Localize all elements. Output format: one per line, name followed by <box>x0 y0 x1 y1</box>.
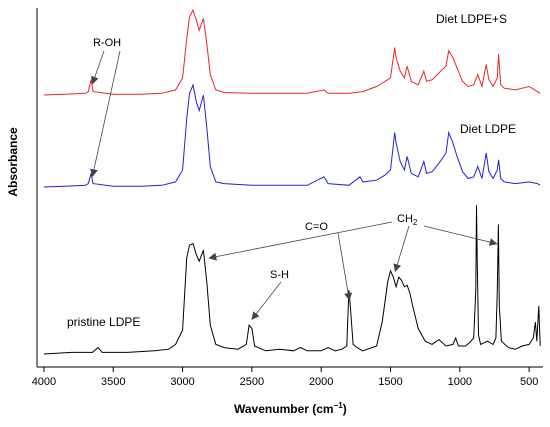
annotation-label-s-h: S-H <box>270 269 289 281</box>
arrow-ch2-720 <box>423 225 498 246</box>
arrow-ch2-1480 <box>393 225 410 273</box>
series-line-diet-ldpe <box>43 83 541 188</box>
series-label-diet-ldpe: Diet LDPE <box>460 122 516 136</box>
arrow-s-h <box>251 281 282 320</box>
x-tick-label: 500 <box>520 376 538 388</box>
series-label-diet-ldpe-s: Diet LDPE+S <box>436 12 507 26</box>
x-tick-label: 1000 <box>448 376 472 388</box>
arrow-r-oh-diet-ldpe-s <box>91 50 105 85</box>
x-tick-label: 2000 <box>309 376 333 388</box>
arrow-ch2-2850 <box>208 221 393 261</box>
arrow-r-oh-diet-ldpe <box>90 50 121 178</box>
series-line-pristine-ldpe <box>43 205 541 355</box>
arrow-c-o <box>337 232 353 301</box>
annotation-layer <box>90 50 498 320</box>
series-layer <box>43 8 541 355</box>
x-tick-label: 3500 <box>101 376 125 388</box>
series-line-diet-ldpe-s <box>43 8 541 96</box>
x-tick-label: 3000 <box>170 376 194 388</box>
series-label-pristine-ldpe: pristine LDPE <box>67 315 140 329</box>
x-tick-layer: 4000 3500 3000 2500 2000 1500 1000 500 <box>32 367 538 388</box>
x-tick-label: 4000 <box>32 376 56 388</box>
x-tick-label: 1500 <box>378 376 402 388</box>
x-axis-title: Wavenumber (cm−1) <box>234 401 347 416</box>
annotation-label-ch2: CH2 <box>397 213 418 227</box>
x-tick-label: 2500 <box>240 376 264 388</box>
y-axis-title: Absorbance <box>6 127 20 197</box>
annotation-label-c-o: C=O <box>305 221 328 233</box>
annotation-label-r-oh: R-OH <box>93 37 121 49</box>
